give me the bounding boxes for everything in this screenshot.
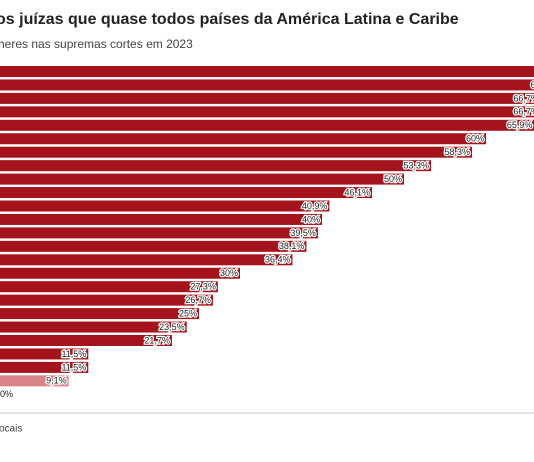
value-label: 9,1% <box>46 376 67 386</box>
value-label: 25% <box>179 308 197 318</box>
chart-title: os juízas que quase todos países da Amér… <box>0 11 459 28</box>
value-label: 58,3% <box>445 147 471 157</box>
value-label: 68,8% <box>531 80 534 90</box>
chart-subtitle: heres nas supremas cortes em 2023 <box>0 37 193 51</box>
bar <box>0 308 199 320</box>
value-label: 46,1% <box>344 187 370 197</box>
bar <box>0 119 534 131</box>
bar <box>0 348 89 360</box>
bar <box>0 106 534 118</box>
value-label: 39,5% <box>290 228 316 238</box>
value-label: 38,1% <box>279 241 305 251</box>
value-label: 27,3% <box>190 282 216 292</box>
value-label: 21,7% <box>144 335 170 345</box>
value-label: 40,9% <box>302 201 328 211</box>
bar <box>0 187 373 199</box>
value-label: 11,5% <box>61 349 86 359</box>
bar <box>0 375 69 387</box>
value-label: 0% <box>0 389 13 399</box>
bar <box>0 79 534 91</box>
bar <box>0 92 534 104</box>
value-label: 11,5% <box>61 362 86 372</box>
value-label: 40% <box>302 214 320 224</box>
bar <box>0 361 89 373</box>
bar <box>0 146 473 158</box>
value-label: 26,7% <box>185 295 211 305</box>
bar <box>0 66 534 77</box>
value-label: 60% <box>466 134 484 144</box>
value-label: 50% <box>384 174 402 184</box>
value-label: 65,9% <box>507 120 533 130</box>
bar <box>0 267 240 279</box>
bar <box>0 321 187 333</box>
bar <box>0 294 213 306</box>
value-label: 30% <box>220 268 238 278</box>
bar <box>0 160 432 172</box>
bar <box>0 133 486 145</box>
bar <box>0 227 318 239</box>
value-label: 23,5% <box>159 322 185 332</box>
bar <box>0 213 322 225</box>
value-label: 66,7% <box>513 107 534 117</box>
bar <box>0 173 404 185</box>
value-label: 66,7% <box>513 93 534 103</box>
bar <box>0 200 330 212</box>
bar <box>0 240 307 252</box>
bar <box>0 254 293 266</box>
value-label: 36,4% <box>265 255 291 265</box>
bar <box>0 281 218 293</box>
value-label: 53,3% <box>404 161 430 171</box>
source: ocais <box>0 424 22 435</box>
bar <box>0 335 172 346</box>
